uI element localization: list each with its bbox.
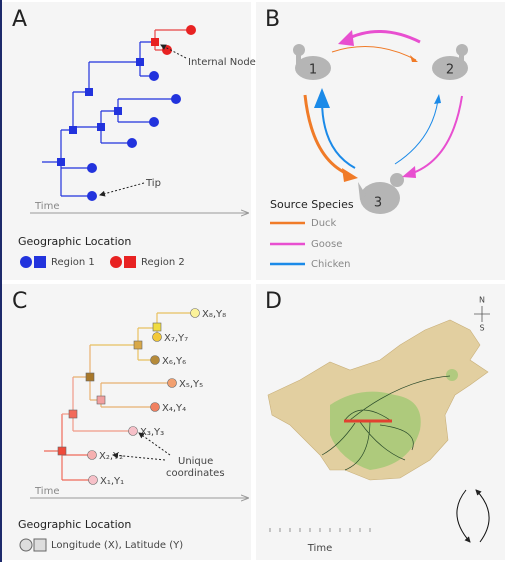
colorbar-label: Time	[307, 543, 332, 554]
tip-label: X₇,Y₇	[164, 333, 188, 344]
annotation: coordinates	[166, 468, 225, 479]
legend-label: Goose	[311, 239, 342, 250]
panel-bg	[2, 284, 251, 560]
tip-label: X₄,Y₄	[162, 403, 186, 414]
legend-title: Source Species	[270, 198, 354, 211]
panel-bg	[256, 2, 505, 280]
node-label: 2	[446, 63, 454, 78]
legend-label: Duck	[311, 218, 337, 229]
arrows	[303, 30, 463, 182]
panel-label: D	[265, 289, 282, 314]
legend-label: Region 2	[141, 257, 185, 268]
axis-label: Time	[34, 201, 59, 212]
legend-title: Geographic Location	[18, 518, 131, 531]
tip-labels: X₈,Y₈ X₇,Y₇ X₆,Y₆ X₅,Y₅ X₄,Y₄ X₃,Y₃ X₂,Y…	[99, 309, 226, 487]
tip-label: X₅,Y₅	[179, 379, 203, 390]
annotation: Internal Node	[188, 57, 256, 68]
tip-label: X₈,Y₈	[202, 309, 226, 320]
tip-label: X₆,Y₆	[162, 356, 186, 367]
node-label: 3	[374, 196, 382, 211]
panel-label: B	[265, 7, 280, 32]
panel-label: C	[12, 289, 27, 314]
annotation: Tip	[145, 178, 161, 189]
node-label: 1	[309, 63, 317, 78]
tip-label: X₁,Y₁	[100, 476, 124, 487]
annotation: Unique	[178, 456, 213, 467]
compass: S	[479, 324, 484, 333]
tip-label: X₃,Y₃	[140, 427, 164, 438]
panel-bg	[2, 2, 251, 280]
axis-label: Time	[34, 486, 59, 497]
legend-label: Chicken	[311, 259, 351, 270]
legend-title: Geographic Location	[18, 235, 131, 248]
nodes	[57, 308, 200, 485]
legend-label: Region 1	[51, 257, 95, 268]
tip-label: X₂,Y₂	[99, 451, 123, 462]
birds	[293, 44, 468, 214]
panel-label: A	[12, 7, 27, 32]
legend-label: Longitude (X), Latitude (Y)	[51, 540, 183, 551]
compass: N	[479, 296, 485, 305]
nodes	[57, 58, 181, 201]
